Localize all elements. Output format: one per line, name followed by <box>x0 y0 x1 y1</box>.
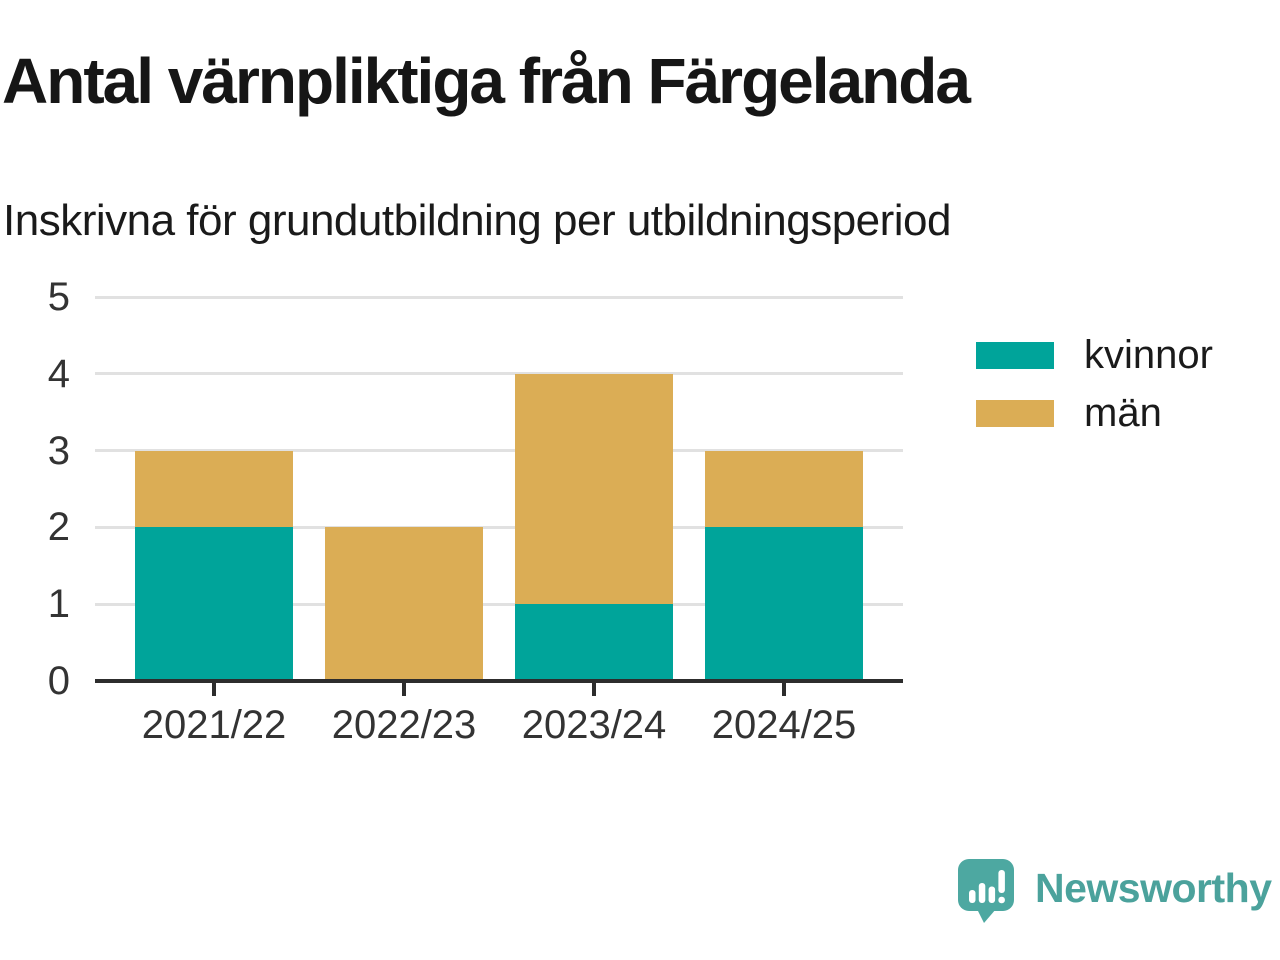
bar-2022/23-män <box>325 527 483 681</box>
y-axis: 0 1 2 3 4 5 <box>0 275 70 703</box>
y-axis-label-2: 2 <box>47 505 70 550</box>
bar-2021/22-män <box>135 450 293 528</box>
y-axis-label-1: 1 <box>47 582 70 627</box>
legend-swatch-män <box>976 399 1054 427</box>
gridline-y3 <box>95 449 903 453</box>
x-axis-label-2023/24: 2023/24 <box>521 703 667 747</box>
bar-2021/22-kvinnor <box>135 527 293 681</box>
y-axis-label-4: 4 <box>47 351 70 396</box>
x-tick-2022/23 <box>402 683 406 696</box>
legend-swatch-kvinnor <box>976 341 1054 369</box>
chart-title: Antal värnpliktiga från Färgelanda <box>2 45 971 117</box>
legend-label-kvinnor: kvinnor <box>1084 332 1213 377</box>
bar-2024/25-män <box>705 450 863 528</box>
gridline-y2 <box>95 525 903 529</box>
chart-subtitle: Inskrivna för grundutbildning per utbild… <box>3 196 952 245</box>
gridline-y5 <box>95 295 903 299</box>
legend: kvinnor män <box>976 331 1213 447</box>
legend-item-män: män <box>976 389 1213 437</box>
gridline-y4 <box>95 372 903 376</box>
brand-footer: Newsworthy <box>958 859 1272 925</box>
bar-2023/24-kvinnor <box>515 604 673 681</box>
bar-2023/24-män <box>515 373 673 605</box>
legend-item-kvinnor: kvinnor <box>976 331 1213 379</box>
legend-label-män: män <box>1084 390 1162 435</box>
x-axis-line <box>95 679 903 683</box>
x-tick-2024/25 <box>782 683 786 696</box>
y-axis-label-5: 5 <box>47 275 70 319</box>
x-tick-2021/22 <box>212 683 216 696</box>
brand-name: Newsworthy <box>1035 865 1272 911</box>
x-tick-2023/24 <box>592 683 596 696</box>
x-axis-label-2022/23: 2022/23 <box>331 703 477 747</box>
y-axis-label-3: 3 <box>47 428 70 473</box>
y-axis-label-0: 0 <box>47 659 70 703</box>
x-axis-label-2021/22: 2021/22 <box>141 703 287 747</box>
x-axis-label-2024/25: 2024/25 <box>711 703 857 747</box>
bar-2024/25-kvinnor <box>705 527 863 681</box>
plot-area: 2021/22 2022/23 2023/24 2024/25 <box>95 295 903 747</box>
gridline-y1 <box>95 602 903 606</box>
newsworthy-logo-icon <box>958 859 1014 923</box>
